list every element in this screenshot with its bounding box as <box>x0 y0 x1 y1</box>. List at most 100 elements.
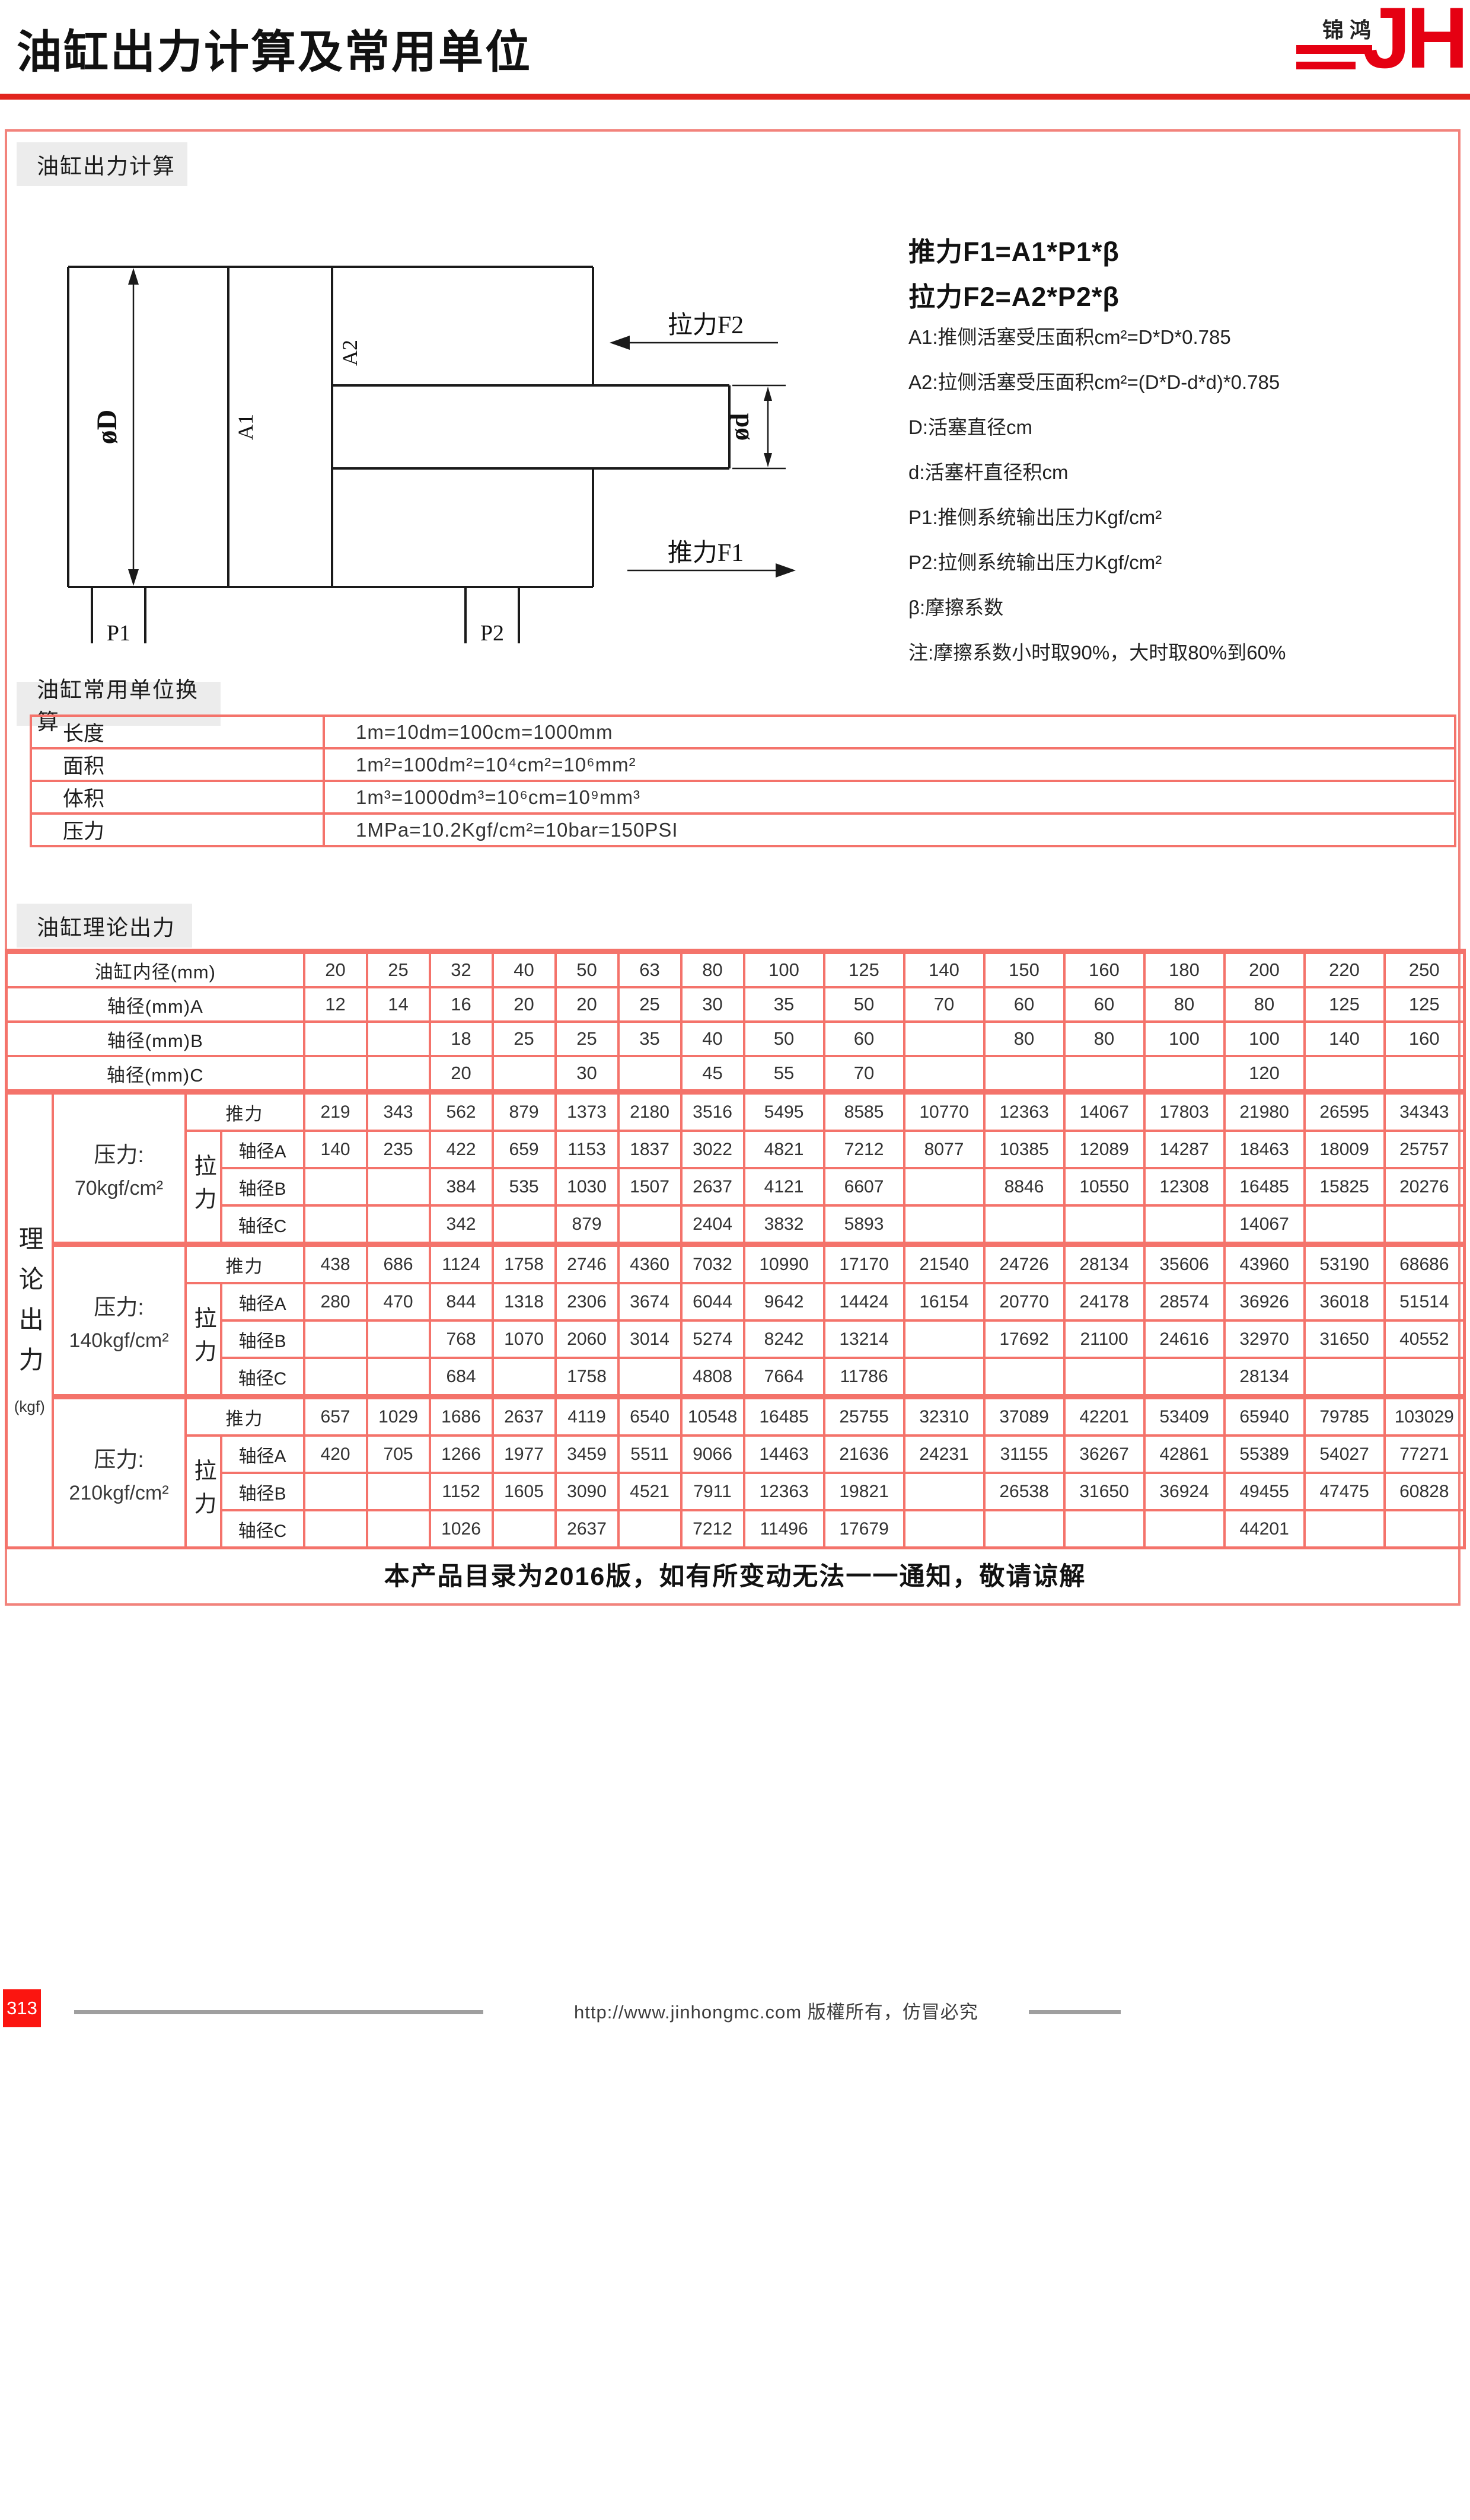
table-row: 拉力 轴径A 420 705 1266 1977 3459 5511 9066 14463 2163… <box>7 1434 1466 1549</box>
push-value-cell: 37089 <box>983 1394 1066 1437</box>
pull-value-cell <box>302 1357 368 1398</box>
pull-value-cell: 7212 <box>822 1130 905 1169</box>
unit-value: 1MPa=10.2Kgf/cm²=10bar=150PSI <box>323 812 1456 847</box>
formula-item: P1:推侧系统输出压力Kgf/cm² <box>908 506 1162 528</box>
pressure-label: 压力: <box>94 1294 144 1319</box>
pull-value-cell: 7911 <box>680 1472 745 1511</box>
pull-value-cell: 3674 <box>617 1282 683 1322</box>
pressure-header: 压力: 210kgf/cm² <box>51 1394 187 1549</box>
bore-value-cell: 200 <box>1223 949 1306 988</box>
pull-value-cell: 1266 <box>428 1434 494 1474</box>
pull-value-cell: 422 <box>428 1130 494 1169</box>
bore-value-cell: 160 <box>1063 949 1146 988</box>
pull-value-cell <box>903 1319 986 1359</box>
row-header: 轴径(mm)C <box>5 1055 305 1093</box>
bore-value-cell <box>302 1020 368 1057</box>
pull-value-cell: 21100 <box>1063 1319 1146 1359</box>
pull-value-cell: 5511 <box>617 1434 683 1474</box>
unit-row: 体积 1m³=1000dm³=10⁶cm=10⁹mm³ <box>30 780 1456 815</box>
pull-value-cell <box>1063 1509 1146 1549</box>
pull-value-cell: 17692 <box>983 1319 1066 1359</box>
bore-value-cell: 60 <box>983 986 1066 1023</box>
unit-value: 1m²=100dm²=10⁴cm²=10⁶mm² <box>323 747 1456 782</box>
bore-value-cell: 125 <box>822 949 905 988</box>
bore-value-cell: 150 <box>983 949 1066 988</box>
formula-item: d:活塞杆直径积cm <box>908 461 1069 483</box>
push-value-cell: 79785 <box>1303 1394 1386 1437</box>
pull-value-cell: 55389 <box>1223 1434 1306 1474</box>
bore-value-cell: 20 <box>554 986 620 1023</box>
push-value-cell: 10770 <box>903 1089 986 1132</box>
rod-dia-label: ød <box>725 413 754 441</box>
pull-arrow-icon <box>610 336 630 350</box>
push-value-cell: 24726 <box>983 1242 1066 1284</box>
pull-value-cell: 36267 <box>1063 1434 1146 1474</box>
push-value-cell: 17170 <box>822 1242 905 1284</box>
push-value-cell: 21540 <box>903 1242 986 1284</box>
pull-value-cell: 4521 <box>617 1472 683 1511</box>
pull-value-cell: 13214 <box>822 1319 905 1359</box>
pull-value-cell: 24178 <box>1063 1282 1146 1322</box>
push-value-cell: 42201 <box>1063 1394 1146 1437</box>
axis-row-label: 轴径C <box>219 1509 305 1549</box>
formula-item: A2:拉侧活塞受压面积cm²=(D*D-d*d)*0.785 <box>908 371 1280 393</box>
bore-value-cell: 100 <box>1143 1020 1226 1057</box>
table-row: 油缸内径(mm) 20 25 32 40 50 63 80 100 125 140 150 160 180… <box>5 949 1466 988</box>
pull-value-cell <box>365 1204 431 1246</box>
push-value-cell: 65940 <box>1223 1394 1306 1437</box>
pull-value-cell: 16154 <box>903 1282 986 1322</box>
pull-value-cell <box>1303 1509 1386 1549</box>
push-value-cell: 5495 <box>742 1089 825 1132</box>
bore-value-cell: 80 <box>983 1020 1066 1057</box>
pull-value-cell: 3090 <box>554 1472 620 1511</box>
cylinder-diagram: 拉力F2 推力F1 øD A1 A2 ød P1 P2 <box>67 266 796 646</box>
formula-item: D:活塞直径cm <box>908 416 1032 438</box>
bore-value-cell <box>983 1055 1066 1093</box>
unit-table-body: 长度 1m=10dm=100cm=1000mm 面积 1m²=100dm²=10⁴cm… <box>30 714 1456 847</box>
table-row: 轴径B 1152 1605 3090 4521 7911 12363 19821 26538 31… <box>7 1472 1466 1511</box>
logo-stripe-icon <box>1296 62 1356 69</box>
pull-value-cell: 535 <box>491 1167 557 1207</box>
bore-value-cell: 125 <box>1303 986 1386 1023</box>
pull-value-cell: 47475 <box>1303 1472 1386 1511</box>
pull-value-cell <box>302 1509 368 1549</box>
bore-dia-label: øD <box>91 410 123 445</box>
pull-value-cell <box>365 1357 431 1398</box>
pressure-header: 压力: 140kgf/cm² <box>51 1242 187 1398</box>
pull-value-cell <box>1303 1204 1386 1246</box>
a1-label: A1 <box>234 414 257 440</box>
bore-value-cell: 70 <box>822 1055 905 1093</box>
theory-output-header: 理论出力 (kgf) <box>5 1089 54 1549</box>
pull-value-cell: 14463 <box>742 1434 825 1474</box>
pull-value-cell: 32970 <box>1223 1319 1306 1359</box>
pull-value-cell: 140 <box>302 1130 368 1169</box>
pressure-value: 210kgf/cm² <box>69 1481 169 1504</box>
axis-row-label: 轴径C <box>219 1357 305 1398</box>
pull-value-cell <box>365 1472 431 1511</box>
row-header: 轴径(mm)B <box>5 1020 305 1057</box>
pull-value-cell: 28574 <box>1143 1282 1226 1322</box>
bore-value-cell: 125 <box>1383 986 1466 1023</box>
pull-value-cell: 18463 <box>1223 1130 1306 1169</box>
pull-row-label: 拉力 <box>184 1434 222 1549</box>
push-value-cell: 343 <box>365 1089 431 1132</box>
push-value-cell: 1758 <box>491 1242 557 1284</box>
pull-value-cell: 1026 <box>428 1509 494 1549</box>
pull-value-cell: 31155 <box>983 1434 1066 1474</box>
push-value-cell: 219 <box>302 1089 368 1132</box>
bore-value-cell: 25 <box>554 1020 620 1057</box>
bore-value-cell: 20 <box>302 949 368 988</box>
pull-value-cell: 21636 <box>822 1434 905 1474</box>
table-row: 压力: 140kgf/cm² 推力 438 686 1124 1758 2746 4360 703… <box>7 1242 1466 1398</box>
push-value-cell: 4119 <box>554 1394 620 1437</box>
push-value-cell: 32310 <box>903 1394 986 1437</box>
bore-value-cell: 100 <box>1223 1020 1306 1057</box>
pull-value-cell: 51514 <box>1383 1282 1466 1322</box>
pull-value-cell: 24616 <box>1143 1319 1226 1359</box>
push-value-cell: 2746 <box>554 1242 620 1284</box>
push-row-label: 推力 <box>184 1089 305 1132</box>
section-label-theory: 油缸理论出力 <box>17 904 192 948</box>
pressure-label: 压力: <box>94 1142 144 1167</box>
pull-force-label: 拉力F2 <box>668 311 744 339</box>
pull-value-cell: 1153 <box>554 1130 620 1169</box>
